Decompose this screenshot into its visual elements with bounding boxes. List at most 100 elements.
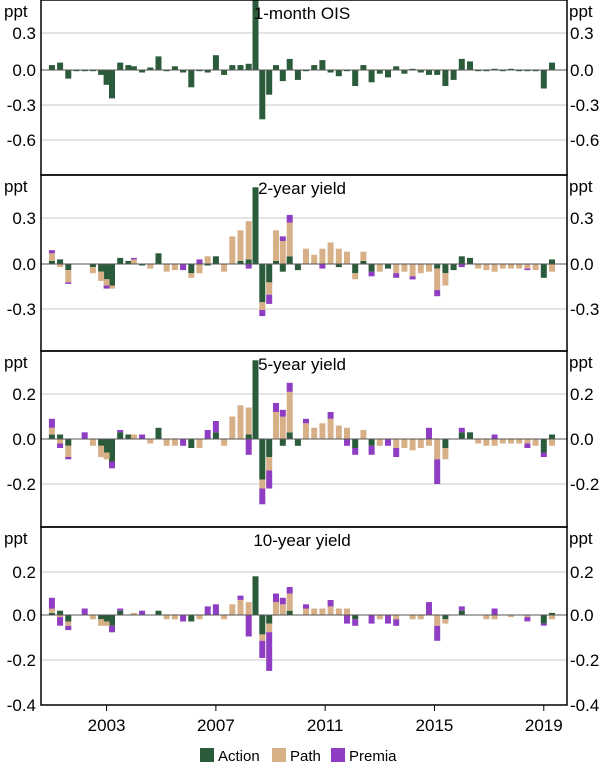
bar-action bbox=[273, 260, 279, 264]
y-tick-label-left: 0.0 bbox=[12, 430, 36, 449]
bar-action bbox=[426, 70, 432, 75]
bar-path bbox=[273, 602, 279, 615]
bar-path bbox=[344, 427, 350, 440]
legend-swatch-path bbox=[272, 748, 286, 762]
bar-action bbox=[89, 264, 96, 268]
bar-action bbox=[286, 610, 293, 615]
bar-path bbox=[163, 615, 170, 620]
bar-premia bbox=[245, 615, 252, 637]
y-tick-label-right: 0.0 bbox=[570, 430, 594, 449]
bar-action bbox=[237, 260, 244, 264]
bar-path bbox=[508, 439, 514, 444]
bar-action bbox=[450, 264, 457, 271]
bar-premia bbox=[48, 418, 55, 428]
bar-path bbox=[57, 439, 64, 444]
bar-path bbox=[98, 445, 105, 458]
bar-path bbox=[259, 634, 266, 641]
bar-premia bbox=[524, 617, 531, 622]
bar-path bbox=[237, 405, 244, 440]
bar-path bbox=[204, 256, 211, 264]
bar-action bbox=[48, 612, 55, 615]
bar-path bbox=[516, 264, 523, 269]
panel-title: 1-month OIS bbox=[254, 4, 350, 23]
bar-path bbox=[103, 621, 110, 626]
bar-action bbox=[376, 70, 383, 74]
bar-action bbox=[65, 439, 72, 446]
bar-path bbox=[483, 264, 490, 271]
bar-path bbox=[65, 445, 72, 458]
bar-premia bbox=[212, 421, 219, 433]
bar-path bbox=[48, 253, 55, 261]
bar-premia bbox=[368, 271, 375, 277]
bar-path bbox=[279, 604, 286, 616]
bar-premia bbox=[458, 606, 465, 611]
bar-action bbox=[204, 70, 211, 73]
bar-path bbox=[266, 457, 273, 471]
bar-path bbox=[245, 602, 252, 615]
bar-path bbox=[524, 615, 531, 618]
bar-path bbox=[65, 621, 72, 626]
bar-action bbox=[450, 70, 457, 80]
bar-action bbox=[352, 264, 359, 274]
bar-premia bbox=[352, 448, 359, 455]
bar-action bbox=[286, 58, 293, 70]
bar-action bbox=[48, 260, 55, 264]
bar-action bbox=[368, 439, 375, 446]
bar-premia bbox=[491, 608, 498, 615]
bar-path bbox=[303, 608, 309, 615]
bar-action bbox=[294, 70, 301, 80]
bar-action bbox=[540, 70, 547, 89]
bar-premia bbox=[180, 439, 187, 446]
y-tick-label-right: -0.3 bbox=[570, 300, 599, 319]
x-tick-label: 2003 bbox=[88, 716, 126, 735]
unit-label-left: ppt bbox=[4, 529, 28, 548]
bar-premia bbox=[303, 604, 309, 609]
bar-path bbox=[491, 439, 498, 446]
bar-action bbox=[57, 610, 64, 615]
bar-premia bbox=[81, 608, 88, 615]
bar-path bbox=[434, 268, 441, 291]
bar-action bbox=[458, 58, 465, 70]
bar-path bbox=[376, 439, 383, 446]
bar-action bbox=[352, 439, 359, 448]
bar-action bbox=[139, 70, 146, 73]
bar-premia bbox=[426, 427, 432, 440]
bar-premia bbox=[524, 443, 531, 448]
bar-premia bbox=[266, 632, 273, 671]
panel-title: 5-year yield bbox=[258, 355, 346, 374]
bar-action bbox=[259, 70, 266, 120]
bar-premia bbox=[385, 439, 391, 446]
bar-path bbox=[344, 608, 350, 615]
bar-premia bbox=[204, 430, 211, 439]
bar-action bbox=[252, 187, 259, 264]
unit-label-right: ppt bbox=[569, 529, 593, 548]
bar-action bbox=[252, 576, 259, 615]
bar-path bbox=[376, 264, 383, 272]
bar-action bbox=[139, 264, 146, 266]
bar-action bbox=[155, 253, 162, 264]
bar-action bbox=[188, 264, 195, 274]
unit-label-left: ppt bbox=[4, 177, 28, 196]
bar-path bbox=[426, 439, 432, 446]
bar-path bbox=[335, 248, 342, 264]
bar-action bbox=[252, 0, 259, 71]
bar-action bbox=[266, 615, 273, 624]
bar-path bbox=[303, 248, 309, 264]
bar-action bbox=[221, 70, 228, 75]
bar-path bbox=[401, 264, 408, 272]
bar-path bbox=[434, 615, 441, 626]
bar-action bbox=[245, 434, 252, 439]
bar-path bbox=[147, 439, 154, 444]
panel-4: ppt ppt 0.2 0.2 0.0 0.0 -0.2 -0.2 -0.4 -0.4 10-yea… bbox=[4, 526, 599, 715]
x-tick-label: 2007 bbox=[197, 716, 235, 735]
bar-action bbox=[81, 70, 88, 72]
bar-action bbox=[245, 63, 252, 70]
bar-path bbox=[245, 407, 252, 435]
bar-action bbox=[434, 70, 441, 75]
bar-path bbox=[286, 391, 293, 433]
bar-action bbox=[237, 65, 244, 70]
bar-action bbox=[89, 70, 96, 72]
bar-premia bbox=[434, 290, 441, 297]
bar-action bbox=[188, 439, 195, 448]
bar-premia bbox=[303, 418, 309, 424]
